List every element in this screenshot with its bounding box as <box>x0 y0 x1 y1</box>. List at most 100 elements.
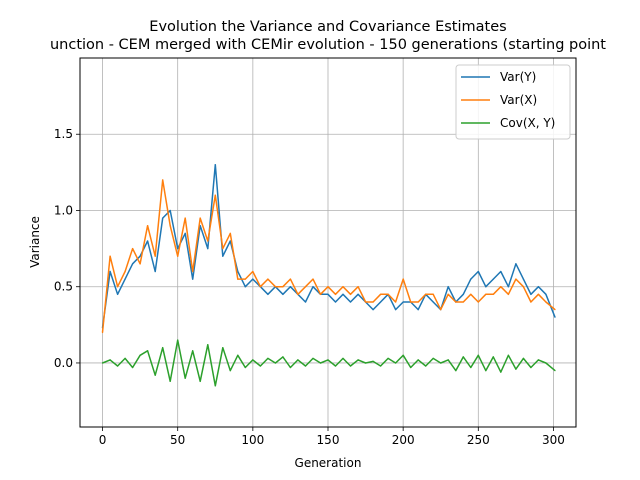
data-point <box>252 270 254 273</box>
legend-label: Var(X) <box>500 93 537 107</box>
data-point <box>455 370 457 372</box>
data-point <box>380 365 382 367</box>
data-point <box>395 309 397 311</box>
data-point <box>132 263 134 265</box>
data-point <box>184 377 186 379</box>
data-point <box>402 278 404 280</box>
data-point <box>485 293 487 295</box>
data-point <box>214 194 216 196</box>
data-point <box>492 278 494 280</box>
data-point <box>274 362 276 364</box>
data-point <box>304 286 307 288</box>
data-point <box>507 286 509 288</box>
data-point <box>169 209 171 212</box>
data-point <box>109 359 111 361</box>
data-point <box>267 357 269 359</box>
chart-subtitle: unction - CEM merged with CEMir evolutio… <box>50 37 606 53</box>
data-point <box>222 248 224 250</box>
data-point <box>554 370 556 372</box>
data-point <box>402 354 404 356</box>
x-tick-label: 0 <box>99 433 107 447</box>
series-lines <box>101 163 556 387</box>
data-point <box>387 357 389 359</box>
data-point <box>342 357 344 359</box>
data-point <box>177 339 179 341</box>
data-point <box>319 362 322 364</box>
data-point <box>447 293 449 295</box>
data-point <box>485 286 487 288</box>
data-point <box>312 278 314 280</box>
data-point <box>147 240 149 242</box>
data-point <box>342 293 344 295</box>
data-point <box>545 293 547 295</box>
y-tick-label: 1.5 <box>54 127 73 141</box>
data-point <box>244 278 246 280</box>
data-point <box>515 263 517 265</box>
x-axis-ticks: 0 50 100 150 200 250 300 <box>99 427 565 447</box>
data-point <box>349 293 352 295</box>
data-point <box>222 347 224 349</box>
data-point <box>462 293 464 295</box>
data-point <box>440 362 442 364</box>
x-tick-label: 300 <box>542 433 565 447</box>
data-point <box>327 293 329 295</box>
data-point <box>207 240 209 242</box>
data-point <box>229 240 231 242</box>
data-point <box>304 301 307 303</box>
data-point <box>477 270 479 273</box>
data-point <box>139 354 141 356</box>
data-point <box>237 270 239 273</box>
data-point <box>132 366 134 369</box>
data-point <box>477 301 479 303</box>
data-point <box>109 255 111 257</box>
data-point <box>357 293 359 295</box>
data-point <box>101 331 104 334</box>
data-point <box>530 301 532 303</box>
data-point <box>455 301 457 303</box>
data-point <box>327 286 329 288</box>
data-point <box>267 293 269 295</box>
data-point <box>229 370 231 372</box>
data-point <box>470 278 472 280</box>
data-point <box>237 354 239 356</box>
data-point <box>380 301 382 303</box>
data-point <box>545 362 547 364</box>
data-point <box>380 293 382 295</box>
data-point <box>297 359 299 361</box>
data-point <box>402 301 404 303</box>
data-point <box>184 217 186 219</box>
data-point <box>492 356 494 358</box>
data-point <box>169 380 171 382</box>
data-point <box>192 278 194 280</box>
data-point <box>432 357 434 359</box>
data-point <box>342 286 344 288</box>
y-tick-label: 0.0 <box>54 356 73 370</box>
data-point <box>117 293 119 295</box>
data-point <box>184 232 186 234</box>
data-point <box>274 286 276 288</box>
data-point <box>334 293 337 295</box>
data-point <box>124 357 126 359</box>
x-axis-label: Generation <box>295 456 362 470</box>
data-point <box>432 301 434 303</box>
data-point <box>282 293 284 295</box>
data-point <box>522 286 525 288</box>
data-point <box>425 365 427 367</box>
data-point <box>229 232 231 234</box>
data-point <box>312 357 314 359</box>
data-point <box>101 362 104 364</box>
data-point <box>349 301 352 303</box>
data-point <box>417 309 419 311</box>
data-point <box>282 286 284 288</box>
data-point <box>139 255 141 257</box>
data-point <box>162 179 164 181</box>
data-point <box>410 301 412 303</box>
data-point <box>447 286 449 288</box>
data-point <box>289 286 291 288</box>
data-point <box>334 365 337 367</box>
data-point <box>327 359 329 361</box>
data-point <box>252 278 254 280</box>
data-point <box>372 301 374 303</box>
y-tick-label: 0.5 <box>54 280 73 294</box>
